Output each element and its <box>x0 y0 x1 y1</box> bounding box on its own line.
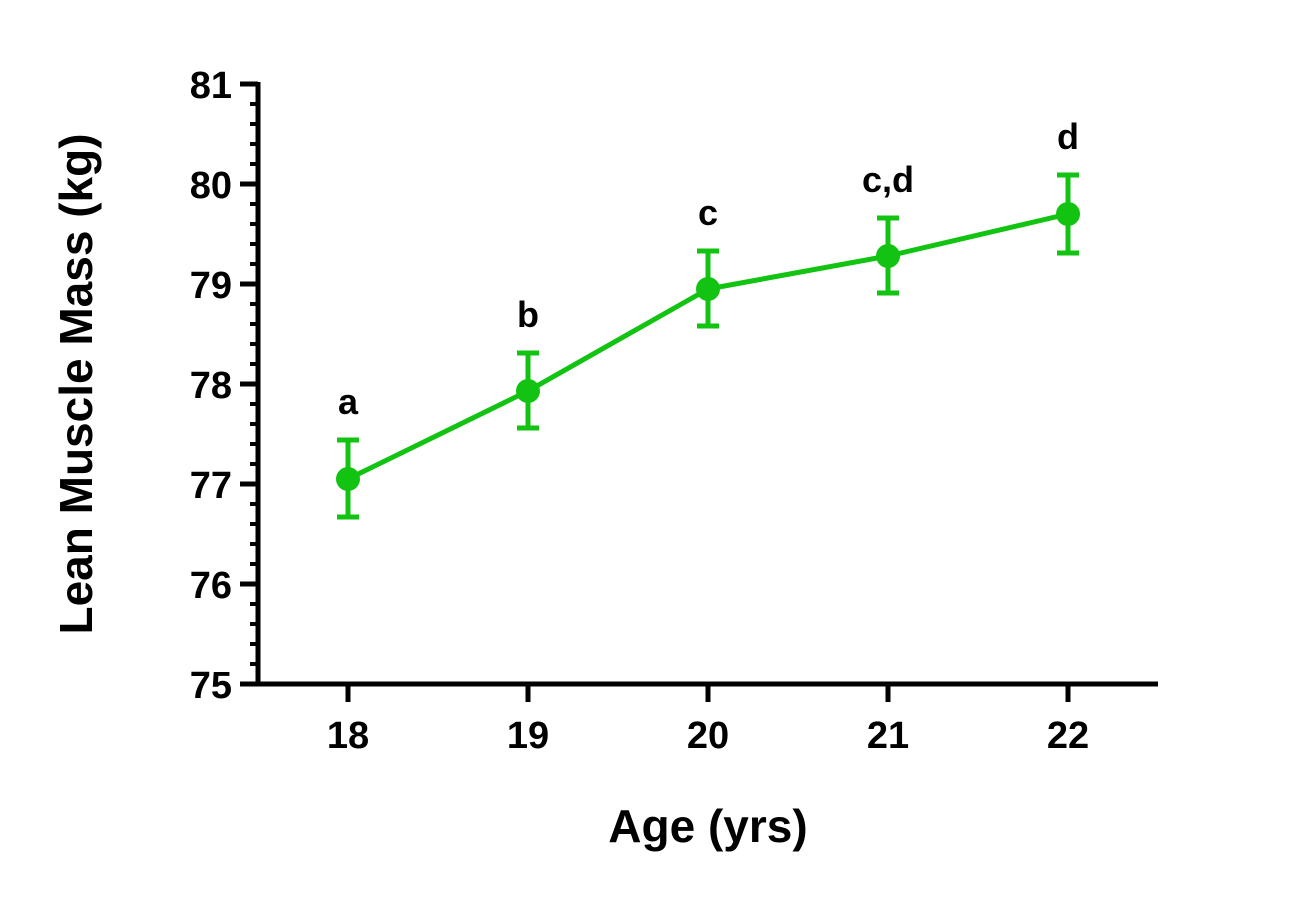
y-axis-title: Lean Muscle Mass (kg) <box>50 133 102 634</box>
y-tick-label: 76 <box>190 565 232 607</box>
x-tick-label: 19 <box>507 715 549 757</box>
significance-label: c <box>698 192 718 233</box>
y-tick-label: 80 <box>190 165 232 207</box>
x-tick-label: 20 <box>687 715 729 757</box>
significance-label: a <box>338 381 359 422</box>
significance-label: c,d <box>862 159 914 200</box>
data-point <box>876 244 900 268</box>
x-tick-label: 22 <box>1047 715 1089 757</box>
series-layer: a b c c,d d <box>336 116 1080 520</box>
y-tick-label: 75 <box>190 665 232 707</box>
labels-layer: Age (yrs) Lean Muscle Mass (kg) <box>50 133 808 852</box>
y-tick-label: 81 <box>190 65 232 107</box>
x-axis-title: Age (yrs) <box>608 800 807 852</box>
y-tick-label: 77 <box>190 465 232 507</box>
data-point <box>696 277 720 301</box>
data-point <box>1056 202 1080 226</box>
axes: 75 76 77 78 79 80 81 18 19 20 21 22 <box>190 65 1158 757</box>
significance-label: b <box>517 294 539 335</box>
data-point <box>336 467 360 491</box>
x-tick-label: 18 <box>327 715 369 757</box>
significance-label: d <box>1057 116 1079 157</box>
y-tick-label: 79 <box>190 265 232 307</box>
y-tick-label: 78 <box>190 365 232 407</box>
x-tick-label: 21 <box>867 715 909 757</box>
data-point <box>516 379 540 403</box>
